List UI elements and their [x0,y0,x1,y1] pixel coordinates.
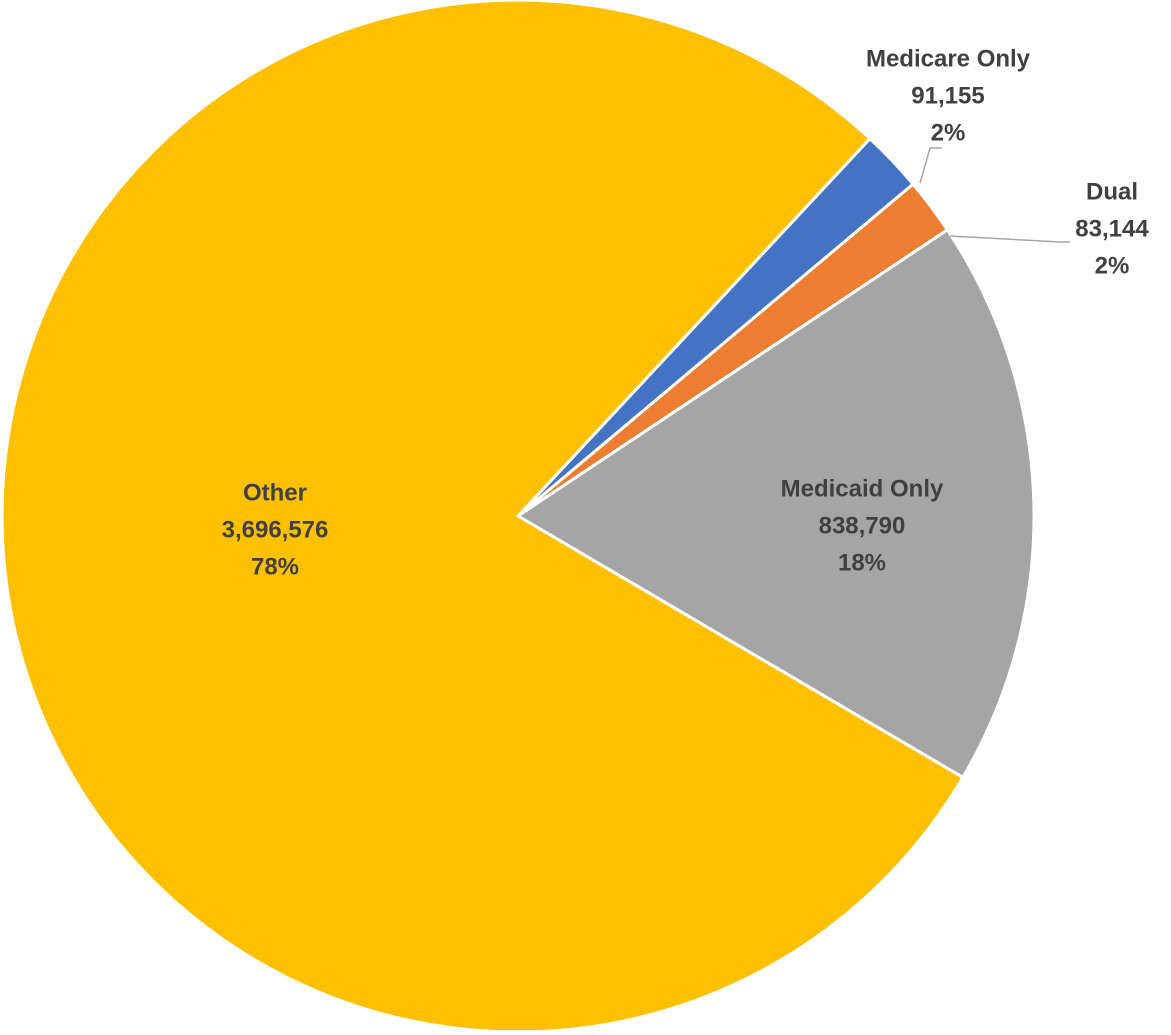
leader-line-medicare-only [919,147,942,184]
data-label-percent: 18% [838,549,886,576]
slices-layer [0,0,1036,1034]
data-label-value: 83,144 [1075,215,1149,242]
leader-line-dual [949,235,1070,243]
data-label-label: Medicare Only [866,45,1031,72]
data-label-label: Medicaid Only [781,475,944,502]
data-label-label: Dual [1086,178,1138,205]
data-label-label: Other [243,479,307,506]
data-label-percent: 2% [1095,252,1130,279]
data-label-value: 91,155 [911,82,984,109]
labels-layer: Medicare Only 91,155 2% Dual 83,144 2% Medicai… [222,45,1150,580]
data-label-dual: Dual 83,144 2% [1075,178,1149,279]
data-label-percent: 78% [251,553,299,580]
data-label-other: Other 3,696,576 78% [222,479,329,580]
data-label-medicare-only: Medicare Only 91,155 2% [866,45,1031,146]
data-label-medicaid-only: Medicaid Only 838,790 18% [781,475,944,576]
pie-slice-medicaid-only [516,228,1036,779]
data-label-value: 838,790 [819,512,906,539]
data-label-percent: 2% [931,119,966,146]
pie-slice-other [0,0,965,1034]
leader-lines-layer [919,147,1070,243]
data-label-value: 3,696,576 [222,516,329,543]
